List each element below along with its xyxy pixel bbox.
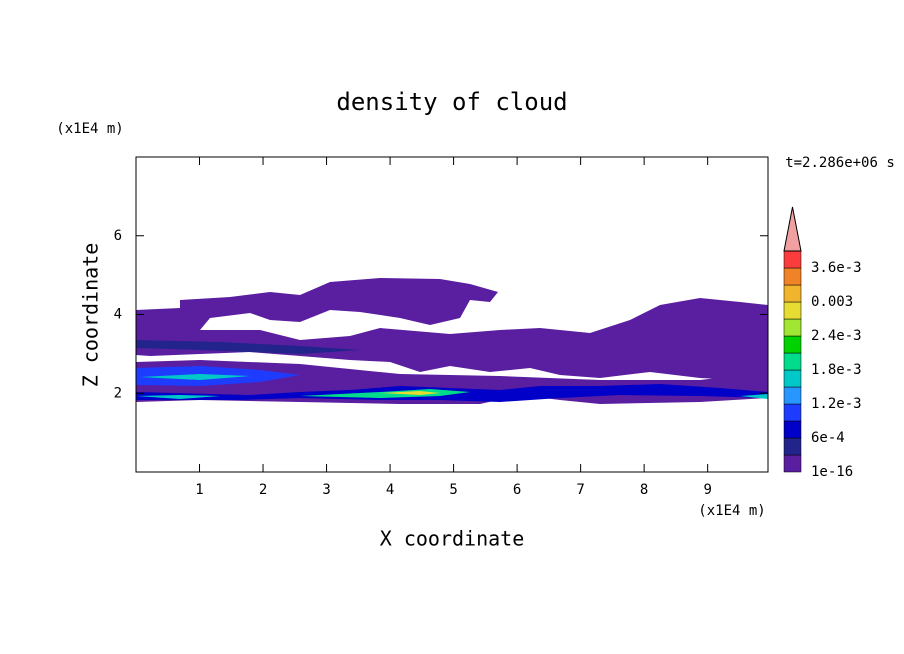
x-tick-label: 3 (322, 482, 330, 498)
colorbar-label: 1.2e-3 (811, 396, 862, 412)
time-annotation: t=2.286e+06 s (785, 155, 895, 171)
x-unit: (x1E4 m) (698, 503, 765, 519)
colorbar-box (783, 352, 802, 371)
colorbar-box (783, 403, 802, 422)
x-tick-label: 1 (195, 482, 203, 498)
y-tick-label: 4 (114, 307, 122, 323)
colorbar-label: 1.8e-3 (811, 362, 862, 378)
contour-region (740, 394, 768, 399)
colorbar-label: 3.6e-3 (811, 260, 862, 276)
colorbar-label: 0.003 (811, 294, 853, 310)
x-tick-label: 2 (259, 482, 267, 498)
colorbar-box (783, 250, 802, 269)
colorbar-label: 2.4e-3 (811, 328, 862, 344)
y-tick-label: 6 (114, 228, 122, 244)
colorbar-box (783, 369, 802, 388)
contour-region (300, 389, 470, 398)
contour-region (136, 395, 220, 399)
contour-region (140, 374, 250, 380)
contour-region (136, 278, 768, 380)
chart-title: density of cloud (336, 88, 567, 116)
x-tick-label: 9 (703, 482, 711, 498)
y-axis-label: Z coordinate (79, 243, 103, 388)
y-tick-label: 2 (114, 385, 122, 401)
colorbar-box (783, 420, 802, 439)
colorbar-box (783, 335, 802, 354)
contour-field (136, 278, 768, 404)
colorbar-box (783, 454, 802, 473)
colorbar-box (783, 386, 802, 405)
x-tick-label: 7 (576, 482, 584, 498)
colorbar-extension (783, 206, 802, 252)
x-tick-label: 6 (513, 482, 521, 498)
x-axis-label: X coordinate (380, 527, 525, 551)
x-tick-label: 4 (386, 482, 394, 498)
x-tick-label: 8 (640, 482, 648, 498)
x-tick-label: 5 (449, 482, 457, 498)
y-unit: (x1E4 m) (56, 121, 123, 137)
contour-region (136, 340, 360, 354)
colorbar-box (783, 437, 802, 456)
colorbar-label: 6e-4 (811, 430, 845, 446)
colorbar-box (783, 267, 802, 286)
colorbar-box (783, 301, 802, 320)
contour-region (380, 391, 440, 395)
colorbar-box (783, 284, 802, 303)
colorbar-label: 1e-16 (811, 464, 853, 480)
colorbar-box (783, 318, 802, 337)
